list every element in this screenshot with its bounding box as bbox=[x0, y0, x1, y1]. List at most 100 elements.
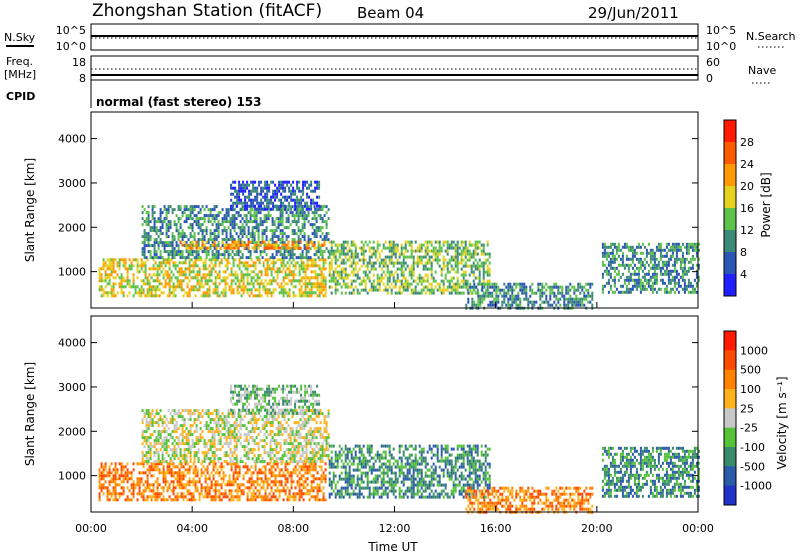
velocity-echo-cell bbox=[138, 477, 141, 481]
power-echo-cell bbox=[301, 214, 304, 218]
power-echo-cell bbox=[697, 248, 700, 252]
power-echo-cell bbox=[223, 229, 226, 233]
velocity-echo-cell bbox=[274, 468, 277, 472]
power-echo-cell bbox=[402, 258, 405, 262]
velocity-echo-cell bbox=[250, 498, 253, 502]
power-echo-cell bbox=[687, 278, 690, 282]
power-echo-cell bbox=[132, 279, 135, 283]
power-echo-cell bbox=[256, 294, 259, 298]
power-echo-cell bbox=[394, 255, 397, 259]
power-echo-cell bbox=[323, 250, 326, 254]
power-echo-cell bbox=[142, 282, 145, 286]
velocity-echo-cell bbox=[212, 474, 215, 478]
power-echo-cell bbox=[376, 276, 379, 280]
power-echo-cell bbox=[247, 240, 250, 244]
power-echo-cell bbox=[317, 247, 320, 251]
power-echo-cell bbox=[254, 273, 257, 277]
power-echo-cell bbox=[378, 264, 381, 268]
power-echo-cell bbox=[366, 291, 369, 295]
power-echo-cell bbox=[312, 285, 315, 289]
power-echo-cell bbox=[362, 258, 365, 262]
power-echo-cell bbox=[262, 195, 265, 199]
power-echo-cell bbox=[615, 251, 618, 255]
power-echo-cell bbox=[322, 258, 325, 262]
power-echo-cell bbox=[302, 276, 305, 280]
power-echo-cell bbox=[281, 214, 284, 218]
velocity-echo-cell bbox=[234, 468, 237, 472]
power-echo-cell bbox=[167, 205, 170, 209]
power-echo-cell bbox=[617, 272, 620, 276]
power-echo-cell bbox=[191, 217, 194, 221]
velocity-echo-cell bbox=[147, 424, 150, 428]
power-echo-cell bbox=[178, 282, 181, 286]
velocity-echo-cell bbox=[236, 462, 239, 466]
power-echo-cell bbox=[273, 246, 276, 250]
power-echo-cell bbox=[278, 291, 281, 295]
power-echo-cell bbox=[155, 256, 158, 260]
power-echo-cell bbox=[305, 214, 308, 218]
power-echo-cell bbox=[310, 258, 313, 262]
power-echo-cell bbox=[631, 278, 634, 282]
power-echo-cell bbox=[681, 257, 684, 261]
power-echo-cell bbox=[279, 214, 282, 218]
power-echo-cell bbox=[412, 288, 415, 292]
power-echo-cell bbox=[663, 281, 666, 285]
power-echo-cell bbox=[296, 279, 299, 283]
power-echo-cell bbox=[691, 248, 694, 252]
power-echo-cell bbox=[259, 253, 262, 257]
power-echo-cell bbox=[289, 205, 292, 209]
velocity-echo-cell bbox=[146, 483, 149, 487]
power-echo-cell bbox=[225, 217, 228, 221]
velocity-echo-cell bbox=[274, 480, 277, 484]
velocity-echo-cell bbox=[272, 495, 275, 499]
power-echo-cell bbox=[462, 276, 465, 280]
power-echo-cell bbox=[270, 261, 273, 265]
power-echo-cell bbox=[410, 246, 413, 250]
power-echo-cell bbox=[229, 246, 232, 250]
velocity-echo-cell bbox=[290, 483, 293, 487]
velocity-echo-cell bbox=[106, 474, 109, 478]
power-echo-cell bbox=[182, 294, 185, 298]
power-echo-cell bbox=[197, 244, 200, 248]
power-echo-cell bbox=[126, 273, 129, 277]
velocity-echo-cell bbox=[164, 480, 167, 484]
power-echo-cell bbox=[216, 294, 219, 298]
power-echo-cell bbox=[255, 243, 258, 247]
velocity-echo-cell bbox=[288, 492, 291, 496]
power-echo-cell bbox=[175, 214, 178, 218]
power-echo-cell bbox=[392, 252, 395, 256]
power-echo-cell bbox=[244, 207, 247, 211]
power-echo-cell bbox=[280, 270, 283, 274]
velocity-echo-cell bbox=[222, 480, 225, 484]
power-echo-cell bbox=[575, 300, 578, 304]
velocity-echo-cell bbox=[224, 474, 227, 478]
power-echo-cell bbox=[187, 208, 190, 212]
power-echo-cell bbox=[203, 229, 206, 233]
power-echo-cell bbox=[266, 288, 269, 292]
power-echo-cell bbox=[370, 264, 373, 268]
power-echo-cell bbox=[227, 256, 230, 260]
velocity-echo-cell bbox=[112, 489, 115, 493]
power-echo-cell bbox=[160, 261, 163, 265]
velocity-echo-cell bbox=[278, 495, 281, 499]
power-echo-cell bbox=[330, 258, 333, 262]
power-echo-cell bbox=[184, 258, 187, 262]
power-echo-cell bbox=[330, 291, 333, 295]
power-echo-cell bbox=[243, 229, 246, 233]
velocity-echo-cell bbox=[147, 457, 150, 461]
power-echo-cell bbox=[298, 282, 301, 286]
power-echo-cell bbox=[296, 201, 299, 205]
power-echo-cell bbox=[374, 261, 377, 265]
power-echo-cell bbox=[156, 270, 159, 274]
power-echo-cell bbox=[673, 266, 676, 270]
power-echo-cell bbox=[450, 288, 453, 292]
velocity-echo-cell bbox=[100, 462, 103, 466]
velocity-echo-cell bbox=[169, 421, 172, 425]
power-echo-cell bbox=[124, 264, 127, 268]
velocity-echo-cell bbox=[264, 495, 267, 499]
power-echo-cell bbox=[260, 207, 263, 211]
velocity-echo-cell bbox=[187, 439, 190, 443]
power-echo-cell bbox=[272, 204, 275, 208]
power-echo-cell bbox=[285, 250, 288, 254]
power-echo-cell bbox=[198, 288, 201, 292]
